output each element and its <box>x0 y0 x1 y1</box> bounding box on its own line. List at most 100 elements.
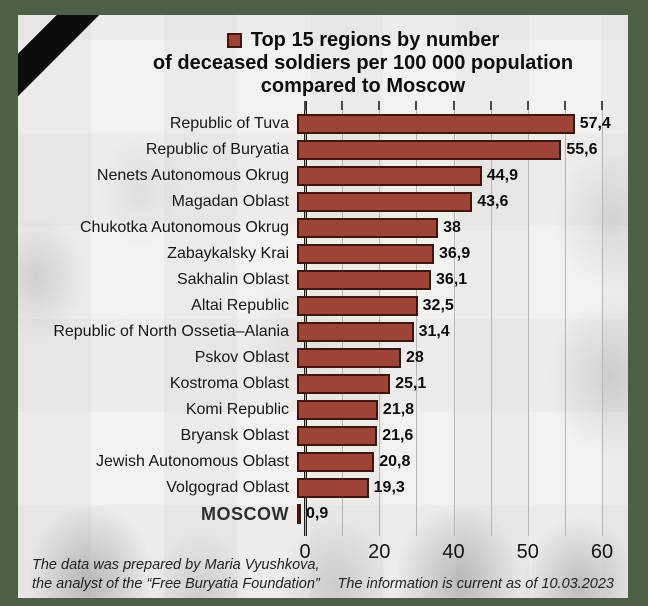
category-label: MOSCOW <box>201 503 289 524</box>
bar <box>297 400 378 420</box>
axis-tick <box>415 101 418 110</box>
chart-row: Jewish Autonomous Oblast 20,8 <box>18 449 628 475</box>
value-label: 44,9 <box>486 167 519 184</box>
plot-cell: 28 <box>297 348 594 368</box>
x-axis-tick-label: 40 <box>442 541 465 563</box>
value-label: 36,1 <box>436 271 468 288</box>
axis-tick <box>601 101 603 110</box>
plot-cell: 55,6 <box>297 140 598 160</box>
category-label: Magadan Oblast <box>171 193 289 210</box>
chart-row: Nenets Autonomous Okrug 44,9 <box>18 163 628 189</box>
chart-row: MOSCOW 0,9 <box>18 501 628 527</box>
bar <box>297 504 301 524</box>
axis-tick <box>304 101 306 110</box>
bar <box>297 114 575 134</box>
value-label: 28 <box>405 349 424 366</box>
value-label: 32,5 <box>422 297 454 314</box>
category-label: Kostroma Oblast <box>169 375 289 392</box>
value-label: 0,9 <box>306 505 329 522</box>
value-label: 21,8 <box>382 401 415 418</box>
axis-tick <box>489 101 492 110</box>
plot-cell: 57,4 <box>297 114 611 134</box>
plot-cell: 31,4 <box>297 322 594 342</box>
bar <box>297 166 482 186</box>
plot-cell: 43,6 <box>297 192 594 212</box>
plot-cell: 36,9 <box>297 244 594 264</box>
footer: The data was prepared by Maria Vyushkova… <box>32 556 614 594</box>
category-label: Bryansk Oblast <box>180 427 289 444</box>
value-label: 31,4 <box>418 323 450 340</box>
bar-chart: Republic of Tuva 57,4 Republic of Buryatia… <box>18 101 628 569</box>
axis-tick <box>378 101 381 110</box>
category-label: Jewish Autonomous Oblast <box>96 453 289 470</box>
bar <box>297 322 414 342</box>
chart-row: Volgograd Oblast 19,3 <box>18 475 628 501</box>
value-label: 21,6 <box>382 427 414 444</box>
title-line-2: of deceased soldiers per 100 000 populat… <box>152 52 574 74</box>
gridline <box>379 101 381 536</box>
value-label: 43,6 <box>477 193 509 210</box>
axis-tick <box>452 101 455 110</box>
legend-square-icon <box>226 33 242 48</box>
value-label: 57,4 <box>579 115 611 132</box>
plot-cell: 25,1 <box>297 374 594 394</box>
chart-row: Altai Republic 32,5 <box>18 293 628 319</box>
category-label: Pskov Oblast <box>194 349 289 366</box>
value-label: 25,1 <box>395 375 427 392</box>
footer-credit: The data was prepared by Maria Vyushkova… <box>32 556 320 594</box>
gridline <box>602 101 603 536</box>
chart-title: Top 15 regions by number of deceased sol… <box>98 29 628 98</box>
chart-row: Kostroma Oblast 25,1 <box>18 371 628 397</box>
bar <box>297 140 562 160</box>
category-label: Altai Republic <box>191 297 289 314</box>
plot-cell: 21,8 <box>297 400 594 420</box>
category-label: Volgograd Oblast <box>166 479 289 496</box>
axis-tick <box>526 101 529 110</box>
bar <box>297 270 432 290</box>
x-axis-tick-label: 0 <box>299 541 311 563</box>
axis-tick <box>563 101 566 110</box>
chart-row: Bryansk Oblast 21,6 <box>18 423 628 449</box>
value-label: 36,9 <box>438 245 471 262</box>
gridline <box>453 101 455 536</box>
bar <box>297 348 401 368</box>
gridline <box>490 101 492 536</box>
plot-cell: 0,9 <box>297 504 594 524</box>
category-label: Chukotka Autonomous Okrug <box>79 219 289 236</box>
bar <box>297 452 375 472</box>
title-line-1: Top 15 regions by number <box>98 29 628 52</box>
gridline <box>564 101 566 536</box>
x-axis-labels: 0 20 40 50 60 <box>299 541 613 567</box>
footer-credit-line-1: The data was prepared by Maria Vyushkova… <box>32 557 320 573</box>
chart-row: Magadan Oblast 43,6 <box>18 189 628 215</box>
title-text-1: Top 15 regions by number <box>250 29 500 51</box>
plot-cell: 32,5 <box>297 296 594 316</box>
category-label: Republic of Buryatia <box>145 141 289 158</box>
chart-row: Pskov Oblast 28 <box>18 345 628 371</box>
chart-row: Chukotka Autonomous Okrug 38 <box>18 215 628 241</box>
chart-row: Republic of Tuva 57,4 <box>18 111 628 137</box>
bar <box>297 296 418 316</box>
value-label: 19,3 <box>373 479 405 496</box>
bar <box>297 478 369 498</box>
bar <box>297 192 473 212</box>
gridline <box>342 101 344 536</box>
bar <box>297 218 439 238</box>
x-axis-tick-label: 20 <box>368 541 391 563</box>
plot-cell: 20,8 <box>297 452 594 472</box>
chart-row: Republic of North Ossetia–Alania 31,4 <box>18 319 628 345</box>
footer-credit-line-2: the analyst of the “Free Buryatia Founda… <box>32 576 320 592</box>
plot-cell: 36,1 <box>297 270 594 290</box>
gridline <box>305 101 306 536</box>
category-label: Komi Republic <box>185 401 289 418</box>
chart-row: Sakhalin Oblast 36,1 <box>18 267 628 293</box>
chart-row: Komi Republic 21,8 <box>18 397 628 423</box>
background-collage: Top 15 regions by number of deceased sol… <box>18 15 628 598</box>
axis-tick <box>341 101 344 110</box>
plot-cell: 21,6 <box>297 426 594 446</box>
bar <box>297 244 434 264</box>
value-label: 20,8 <box>379 453 411 470</box>
value-label: 55,6 <box>566 141 598 158</box>
footer-date: The information is current as of 10.03.2… <box>337 576 614 592</box>
